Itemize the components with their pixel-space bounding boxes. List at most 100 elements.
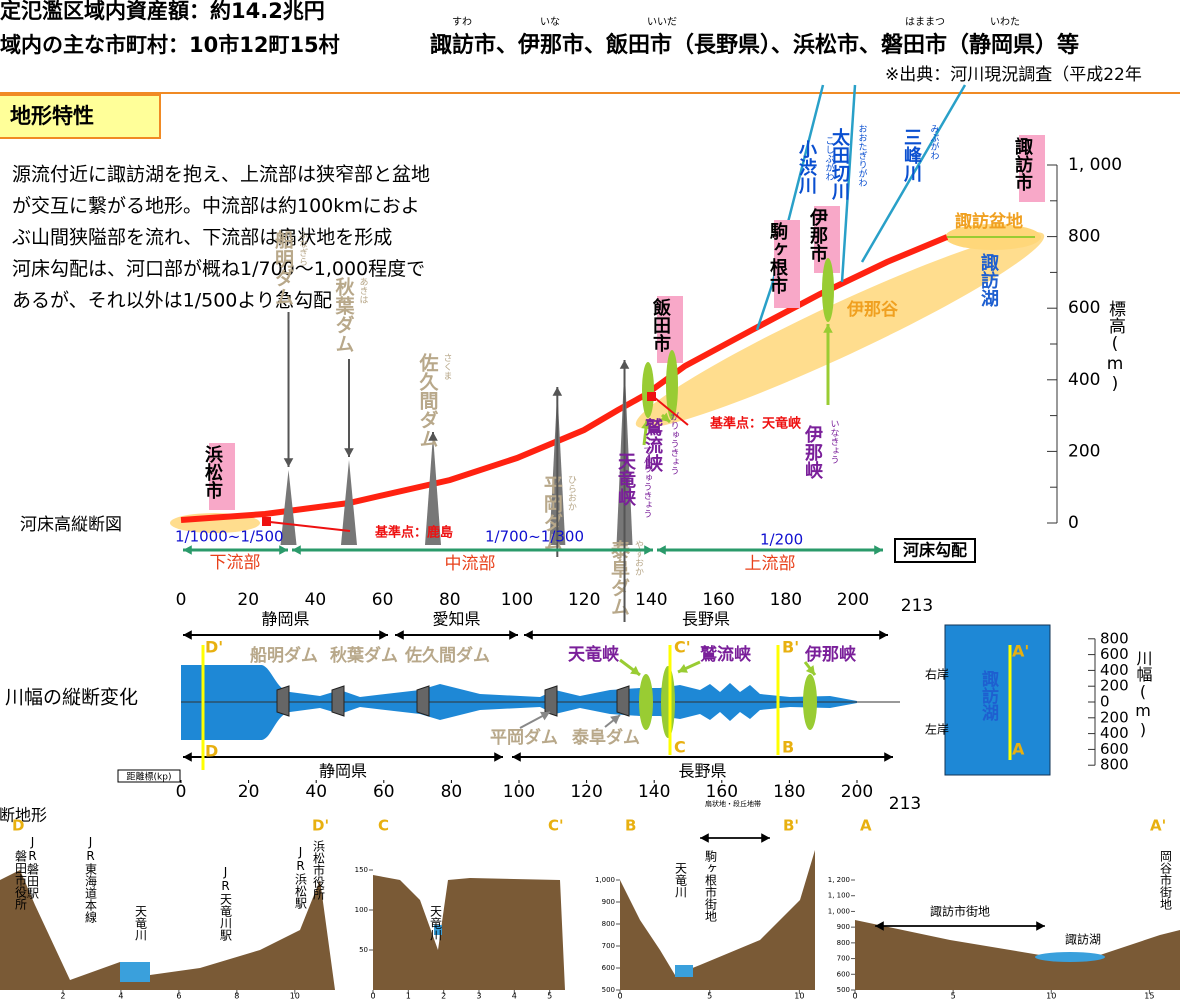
arrow-head — [879, 630, 888, 640]
label: 50 — [359, 946, 368, 954]
section-box — [0, 94, 161, 139]
label: さくま — [442, 353, 452, 380]
label: いいだ — [647, 16, 677, 28]
label: 下流部 — [210, 553, 261, 573]
city-box — [657, 296, 683, 363]
dam — [280, 470, 297, 545]
x-tick-label: 40 — [305, 590, 327, 610]
label: 213 — [889, 794, 921, 814]
arrow-head — [428, 432, 438, 441]
label: 0 — [852, 992, 857, 1001]
label: 500 — [837, 986, 850, 994]
x-tick-label: 60 — [373, 782, 395, 802]
label: 1 — [406, 992, 411, 1001]
label: 諏訪市、伊那市、飯田市（長野県）、浜松市、磐田市（静岡県）等 — [430, 32, 1079, 58]
water-c — [434, 925, 442, 935]
label: 諏訪湖 — [978, 252, 999, 308]
label: 900 — [602, 898, 615, 906]
dam — [425, 435, 441, 545]
label: 10 — [290, 992, 300, 1001]
gradient-box — [894, 538, 976, 563]
label: 1, 100 — [828, 892, 850, 900]
label: 浜松市役所 — [312, 840, 326, 900]
label: 河床高縦断図 — [20, 515, 122, 535]
label: B — [625, 817, 636, 835]
label: はままつ — [905, 16, 945, 28]
label: 天竜峡 — [568, 644, 620, 665]
ref-point — [647, 392, 656, 401]
x-tick-label: 0 — [176, 782, 187, 802]
label: A' — [1150, 817, 1166, 835]
label: 2 — [60, 992, 65, 1001]
x-tick-label: 140 — [638, 782, 670, 802]
label: 3 — [476, 992, 481, 1001]
label: 鷲流峡 — [700, 644, 752, 665]
label: 4 — [512, 992, 517, 1001]
arrow-head — [512, 752, 521, 762]
label: 秋葉ダム — [330, 645, 398, 666]
label: C — [674, 738, 686, 757]
arrow-head — [283, 458, 294, 467]
label: 600 — [837, 970, 850, 978]
y-tick-label: 400 — [1068, 370, 1100, 390]
label: 1/1000~1/500 — [175, 528, 284, 546]
y-tick-label: 600 — [1068, 298, 1100, 318]
label: 鷲流峡 — [642, 417, 663, 473]
x-tick-label: 0 — [176, 590, 187, 610]
gorge — [642, 362, 654, 418]
label: JR天竜川駅 — [219, 865, 233, 942]
label: やすおか — [633, 540, 644, 576]
label: 700 — [837, 955, 850, 963]
w-dam — [331, 685, 345, 717]
arrow-head — [657, 545, 666, 555]
arrow-head — [644, 545, 653, 555]
label: JR東海道本線 — [84, 835, 98, 923]
label: C' — [548, 817, 564, 835]
arrow-head — [552, 387, 563, 396]
valley-area — [635, 232, 1045, 428]
label: 船明ダム — [272, 229, 294, 306]
label: A' — [1012, 642, 1029, 661]
x-tick-label: 60 — [372, 590, 394, 610]
arrow-head — [678, 664, 688, 673]
label: 岡谷市街地 — [1159, 850, 1173, 910]
label: 域内の主な市町村：10市12町15村 — [0, 33, 340, 57]
label: 長野県 — [682, 610, 730, 629]
x-tick-label: 200 — [837, 590, 869, 610]
label: C' — [674, 638, 691, 657]
label: B' — [783, 817, 799, 835]
w-dam — [544, 685, 558, 717]
x-tick-label: 180 — [770, 590, 802, 610]
label: 諏訪湖 — [1065, 932, 1101, 947]
label: 佐久間ダム — [417, 352, 440, 448]
label: 太田切川 — [829, 127, 851, 201]
label: 地形特性 — [10, 104, 94, 128]
label: 1,000 — [595, 876, 615, 884]
axis-title: 標高(m) — [1105, 300, 1126, 394]
label: 静岡県 — [261, 610, 309, 629]
arrow-head — [1036, 921, 1045, 931]
label: すわ — [452, 16, 472, 28]
label: 213 — [901, 596, 933, 616]
arrow-head — [761, 833, 770, 843]
label: 佐久間ダム — [404, 645, 490, 666]
w-gorge — [639, 674, 653, 730]
label: あきは — [358, 277, 368, 304]
label: 距離標(kp) — [127, 771, 172, 783]
label: 天竜峡 — [615, 452, 636, 507]
label: 駒ヶ根市 — [767, 221, 788, 295]
x-tick-label: 160 — [702, 590, 734, 610]
label: 長野県 — [678, 762, 726, 781]
arrow-head — [524, 630, 533, 640]
arrow-head — [279, 545, 288, 555]
tributaries — [755, 84, 967, 331]
x-tick-label: 120 — [570, 782, 602, 802]
arrow-head — [874, 545, 883, 555]
arrow-head — [805, 665, 815, 675]
x-tick-label: 100 — [503, 782, 535, 802]
label: 伊那市 — [807, 207, 829, 263]
label: 扇状地・段丘地帯 — [705, 799, 761, 808]
label: 浜松市 — [202, 445, 223, 500]
label: みぶがわ — [929, 124, 940, 160]
